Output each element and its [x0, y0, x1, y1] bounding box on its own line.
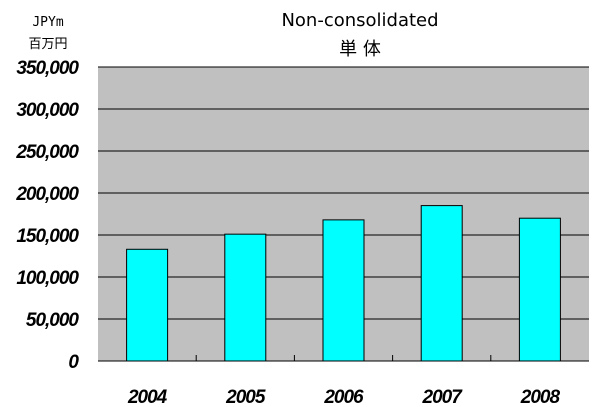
chart-subtitle: 単 体 [339, 39, 381, 60]
bar-2004 [126, 248, 169, 362]
y-tick-label: 350,000 [16, 58, 79, 79]
axes [98, 355, 589, 362]
x-tick-label: 2005 [225, 387, 266, 407]
bar-2008 [518, 217, 561, 362]
y-tick-label: 300,000 [16, 100, 79, 121]
x-tick-label: 2007 [422, 387, 464, 407]
unit-label-ja: 百万円 [28, 37, 67, 52]
bar-2007 [420, 205, 463, 362]
chart-title: Non-consolidated [281, 10, 438, 31]
bar-2006 [322, 219, 365, 362]
y-tick-label: 200,000 [15, 184, 79, 205]
x-tick-label: 2008 [520, 387, 561, 407]
x-tick-label: 2004 [127, 387, 168, 407]
bar-2005 [224, 233, 267, 362]
x-tick-labels: 2004 2005 2006 2007 2008 [127, 387, 562, 407]
y-tick-labels: 0 50,000 100,000 150,000 200,000 250,000 300,0… [15, 58, 80, 373]
y-tick-label: 100,000 [16, 268, 79, 289]
x-tick-label: 2006 [323, 387, 364, 407]
y-tick-label: 150,000 [16, 226, 79, 247]
y-tick-label: 0 [68, 352, 79, 373]
y-tick-label: 250,000 [15, 142, 79, 163]
unit-label-en: JPYm [32, 15, 63, 30]
y-tick-label: 50,000 [26, 310, 80, 331]
